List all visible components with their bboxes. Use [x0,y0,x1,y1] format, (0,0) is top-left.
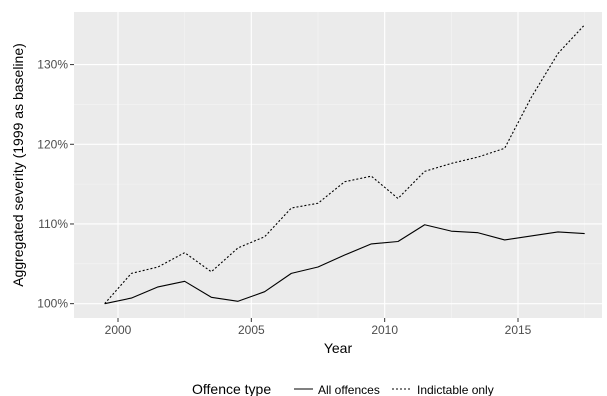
legend-label-all-offences: All offences [318,383,380,396]
series-lines [104,24,586,305]
series-line-indictable-only [104,24,586,305]
x-tick-label: 2005 [238,323,265,337]
y-tick-label: 130% [37,58,68,72]
legend-label-indictable-only: Indictable only [417,383,494,396]
x-tick-label: 2015 [505,323,532,337]
x-axis: 2000 2005 2010 2015 [105,318,532,337]
x-tick-label: 2010 [371,323,398,337]
series-line-all-offences [104,224,585,305]
x-axis-title: Year [324,340,353,356]
y-tick-label: 110% [38,217,68,231]
y-axis: 100% 110% 120% 130% [37,58,74,311]
plot-panel [74,12,602,318]
grid-minor [74,12,602,318]
grid-major [74,12,602,318]
y-tick-label: 120% [37,137,68,151]
x-tick-label: 2000 [105,323,132,337]
y-axis-title: Aggregated severity (1999 as baseline) [10,43,26,287]
legend-title: Offence type [192,381,271,396]
y-tick-label: 100% [37,297,68,311]
legend: Offence type All offences Indictable onl… [192,381,494,396]
